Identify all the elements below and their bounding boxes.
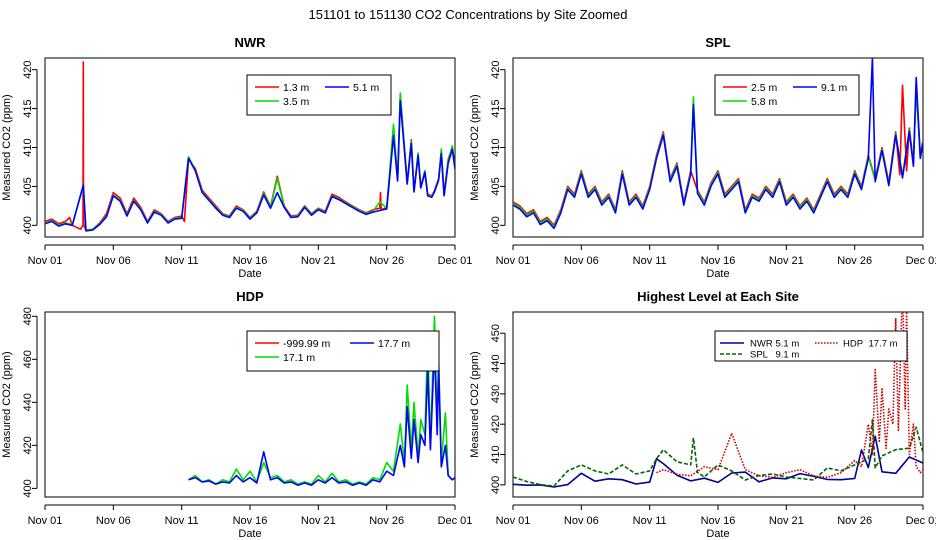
x-tick-label: Nov 16: [701, 515, 736, 527]
y-axis-label: Measured CO2 (ppm): [469, 351, 481, 457]
series-line-nwr: [513, 435, 923, 488]
legend-label-5-1-m: 5.1 m: [353, 82, 380, 94]
x-tick-label: Nov 01: [496, 515, 531, 527]
x-tick-label: Nov 11: [633, 515, 667, 527]
x-tick-label: Nov 11: [165, 515, 199, 527]
x-tick-label: Nov 06: [96, 515, 131, 527]
y-tick-label: 420: [490, 415, 502, 433]
panel-highest-level: Highest Level at Each Site Nov 01 Nov 06 No…: [469, 289, 936, 540]
y-tick-label: 440: [22, 393, 34, 411]
plot-frame: [44, 57, 456, 238]
legend-label-spl: SPL: [750, 350, 768, 361]
x-tick-label: Nov 01: [28, 255, 63, 267]
series-line-9-1-m: [513, 58, 923, 230]
legend-box: [246, 330, 440, 372]
plot-frame: [512, 311, 924, 498]
y-tick-label: 460: [22, 350, 34, 368]
y-tick-label: 415: [22, 99, 34, 117]
legend-label-5-8-m: 5.8 m: [751, 96, 778, 108]
figure-title: 151101 to 151130 CO2 Concentrations by S…: [309, 7, 628, 22]
x-axis-label: Date: [706, 528, 729, 540]
y-axis-label: Measured CO2 (ppm): [1, 351, 13, 457]
x-tick-label: Nov 21: [301, 515, 336, 527]
y-tick-label: 450: [490, 324, 502, 342]
y-tick-label: 430: [490, 385, 502, 403]
y-tick-label: 420: [490, 60, 502, 78]
y-tick-label: 415: [490, 99, 502, 117]
y-tick-label: 420: [22, 436, 34, 454]
x-tick-label: Nov 16: [233, 255, 268, 267]
x-axis-label: Date: [238, 528, 261, 540]
x-tick-label: Dec 01: [906, 515, 936, 527]
y-tick-label: 400: [490, 216, 502, 234]
y-tick-label: 405: [490, 177, 502, 195]
panel-title: SPL: [705, 35, 730, 50]
x-tick-label: Nov 06: [564, 515, 599, 527]
y-axis-label: Measured CO2 (ppm): [469, 94, 481, 200]
legend-label-hdp: HDP: [843, 339, 863, 350]
y-tick-label: 405: [22, 177, 34, 195]
x-tick-label: Nov 11: [165, 255, 199, 267]
x-tick-label: Nov 01: [496, 255, 531, 267]
y-tick-label: 400: [490, 476, 502, 494]
x-tick-label: Nov 06: [96, 255, 131, 267]
x-tick-label: Dec 01: [438, 255, 473, 267]
legend-label-999-99-m: -999.99 m: [283, 338, 331, 350]
legend-box: [714, 330, 908, 362]
series-line-5-1-m: [45, 100, 455, 232]
legend-label-2-5-m: 2.5 m: [751, 82, 778, 94]
series-line-17-7-m: [188, 345, 455, 487]
legend-label-17-7-m: 17.7 m: [378, 338, 410, 350]
panel-title: Highest Level at Each Site: [637, 289, 799, 304]
legend-level-hdp: 17.7 m: [869, 339, 898, 350]
x-tick-label: Nov 26: [369, 515, 404, 527]
panel-hdp: HDP Nov 01 Nov 06 Nov 11 Nov 16 Nov 21 Nov 26 D…: [1, 289, 472, 540]
legend-label-3-5-m: 3.5 m: [283, 96, 310, 108]
legend-label-17-1-m: 17.1 m: [283, 352, 315, 364]
x-tick-label: Nov 21: [769, 515, 804, 527]
x-tick-label: Nov 21: [301, 255, 336, 267]
x-tick-label: Nov 01: [28, 515, 63, 527]
y-tick-label: 410: [490, 445, 502, 463]
legend-label-9-1-m: 9.1 m: [821, 82, 848, 94]
legend-level-nwr: 5.1 m: [776, 339, 800, 350]
plot-frame: [512, 57, 924, 238]
legend-label-1-3-m: 1.3 m: [283, 82, 310, 94]
legend-box: [714, 74, 860, 116]
x-tick-label: Nov 26: [369, 255, 404, 267]
x-tick-label: Nov 26: [837, 255, 872, 267]
y-tick-label: 400: [22, 216, 34, 234]
x-tick-label: Nov 26: [837, 515, 872, 527]
x-tick-label: Nov 11: [633, 255, 667, 267]
y-tick-label: 480: [22, 307, 34, 325]
x-tick-label: Nov 21: [769, 255, 804, 267]
plot-frame: [44, 311, 456, 498]
x-tick-label: Dec 01: [438, 515, 473, 527]
x-tick-label: Nov 16: [701, 255, 736, 267]
y-tick-label: 410: [22, 138, 34, 156]
panel-spl: SPL Nov 01 Nov 06 Nov 11 Nov 16 Nov 21 Nov 26 D…: [469, 35, 936, 280]
x-tick-label: Nov 06: [564, 255, 599, 267]
y-tick-label: 400: [22, 479, 34, 497]
panel-nwr: NWR Nov 01 Nov 06 Nov 11 Nov 16 Nov 21 Nov 26 D…: [1, 35, 472, 280]
x-tick-label: Nov 16: [233, 515, 268, 527]
y-tick-label: 420: [22, 60, 34, 78]
series-line-spl: [513, 418, 923, 487]
legend-label-nwr: NWR: [750, 339, 773, 350]
series-line-hdp: [656, 312, 923, 479]
panel-title: NWR: [234, 35, 266, 50]
y-tick-label: 440: [490, 354, 502, 372]
x-axis-label: Date: [238, 268, 261, 280]
y-tick-label: 410: [490, 138, 502, 156]
legend-level-spl: 9.1 m: [776, 350, 800, 361]
x-tick-label: Dec 01: [906, 255, 936, 267]
legend-box: [246, 74, 392, 116]
y-axis-label: Measured CO2 (ppm): [1, 94, 13, 200]
panel-title: HDP: [236, 289, 264, 304]
x-axis-label: Date: [706, 268, 729, 280]
